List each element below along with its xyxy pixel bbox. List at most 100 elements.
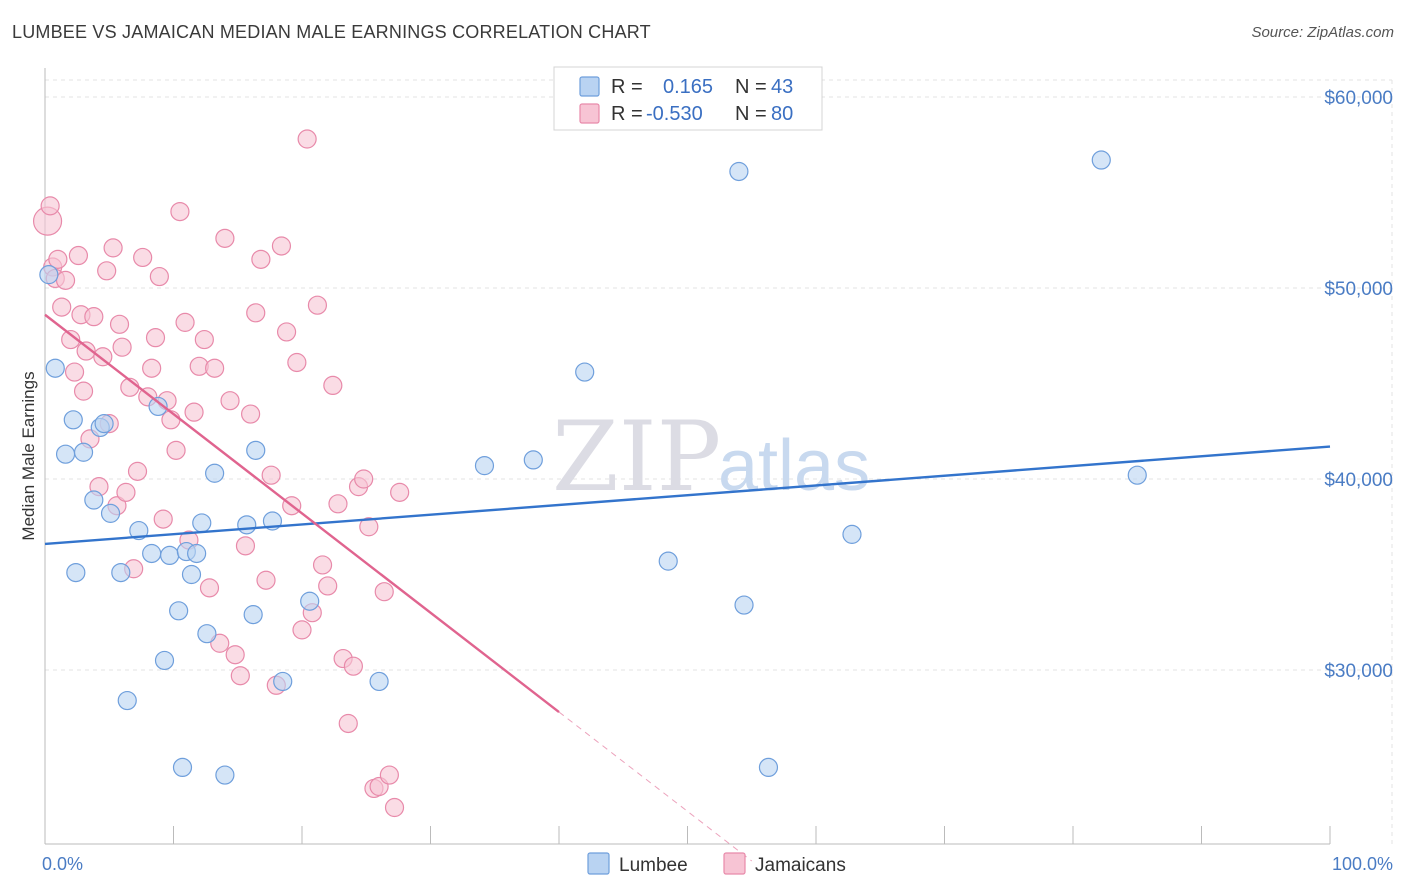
legend-swatch-lumbee: [579, 76, 600, 97]
lumbee-point-0: [39, 265, 59, 285]
lumbee-point-18: [172, 757, 193, 778]
jamaicans-point-53: [256, 570, 276, 590]
y-tick-label-2: $50,000: [1324, 279, 1393, 300]
lumbee-point-1: [45, 358, 65, 378]
jamaicans-point-36: [170, 202, 190, 222]
watermark: ZIP atlas: [552, 401, 870, 513]
y-axis-label: Median Male Earnings: [19, 371, 38, 540]
jamaicans-point-45: [215, 228, 235, 248]
jamaicans-point-56: [271, 236, 292, 256]
source-label: Source: ZipAtlas.com: [1251, 24, 1394, 41]
bottom-legend-label-lumbee: Lumbee: [619, 855, 688, 876]
jamaicans-point-48: [230, 666, 250, 686]
jamaicans-point-4: [48, 249, 68, 269]
jamaicans-point-63: [307, 295, 328, 315]
lumbee-point-38: [734, 595, 754, 615]
jamaicans-point-70: [343, 656, 363, 676]
jamaicans-point-5: [52, 297, 72, 317]
jamaicans-point-6: [55, 270, 76, 290]
jamaicans-point-41: [194, 329, 214, 350]
watermark-zip: ZIP: [552, 401, 721, 513]
jamaicans-point-49: [235, 536, 256, 556]
jamaicans-point-19: [103, 238, 123, 258]
jamaicans-point-8: [64, 362, 85, 382]
lumbee-point-12: [129, 520, 149, 541]
lumbee-points: [39, 150, 1147, 785]
y-tick-labels: $30,000 $40,000 $50,000 $60,000: [1324, 88, 1393, 682]
jamaicans-point-77: [379, 765, 399, 785]
watermark-atlas: atlas: [718, 426, 870, 506]
lumbee-trend-line: [44, 445, 1331, 546]
jamaicans-trend-extension: [558, 711, 753, 862]
lumbee-point-5: [73, 442, 94, 462]
jamaicans-point-32: [153, 509, 173, 529]
lumbee-point-41: [1091, 150, 1111, 170]
jamaicans-point-59: [287, 352, 307, 373]
legend-n-label-lumbee: N =: [735, 76, 767, 98]
lumbee-point-39: [758, 757, 779, 778]
lumbee-point-8: [94, 414, 114, 434]
lumbee-point-11: [117, 690, 137, 711]
jamaicans-point-60: [292, 620, 312, 640]
jamaicans-point-17: [97, 261, 117, 281]
legend-r-value-lumbee: 0.165: [663, 76, 713, 98]
jamaicans-point-22: [112, 337, 132, 357]
bottom-legend-swatch-lumbee: [587, 852, 610, 875]
lumbee-point-34: [523, 450, 543, 470]
lumbee-point-23: [197, 624, 217, 644]
jamaicans-point-37: [175, 312, 195, 332]
jamaicans-point-29: [142, 358, 162, 378]
jamaicans-point-78: [384, 797, 405, 818]
lumbee-point-10: [111, 562, 131, 583]
jamaicans-point-65: [318, 576, 338, 596]
lumbee-point-31: [300, 591, 320, 611]
legend-r-label-jamaicans: R =: [611, 103, 643, 125]
x-tick-label-0: 0.0%: [42, 854, 83, 874]
jamaicans-point-64: [312, 555, 333, 575]
legend-n-value-lumbee: 43: [771, 76, 793, 98]
lumbee-point-25: [215, 765, 235, 785]
lumbee-point-22: [192, 513, 212, 533]
jamaicans-point-14: [84, 307, 104, 327]
legend-r-value-jamaicans: -0.530: [646, 103, 703, 125]
legend-n-label-jamaicans: N =: [735, 103, 767, 125]
bottom-legend-label-jamaicans: Jamaicans: [755, 855, 846, 876]
chart-title: LUMBEE VS JAMAICAN MEDIAN MALE EARNINGS …: [12, 22, 651, 42]
lumbee-point-35: [575, 362, 595, 382]
lumbee-point-6: [84, 490, 104, 510]
jamaicans-point-69: [338, 713, 358, 734]
jamaicans-point-73: [359, 517, 379, 537]
lumbee-point-2: [55, 444, 76, 464]
lumbee-point-36: [658, 551, 678, 571]
jamaicans-point-51: [246, 303, 266, 323]
y-tick-label-1: $40,000: [1324, 470, 1393, 491]
series-legend: Lumbee Jamaicans: [587, 852, 846, 876]
y-tick-label-3: $60,000: [1324, 88, 1393, 109]
lumbee-point-42: [1127, 465, 1147, 485]
jamaicans-point-27: [133, 247, 153, 268]
lumbee-point-15: [154, 650, 175, 671]
jamaicans-point-72: [354, 469, 374, 489]
jamaicans-point-43: [205, 358, 225, 378]
jamaicans-point-61: [297, 129, 317, 149]
jamaicans-point-16: [93, 347, 113, 367]
bottom-legend-swatch-jamaicans: [723, 852, 746, 875]
jamaicans-point-26: [127, 461, 148, 481]
lumbee-point-33: [474, 456, 495, 476]
lumbee-point-28: [246, 440, 266, 460]
lumbee-point-20: [181, 564, 202, 585]
lumbee-point-21: [187, 543, 207, 564]
lumbee-point-13: [142, 543, 162, 564]
lumbee-point-14: [148, 396, 168, 417]
lumbee-point-30: [273, 671, 293, 692]
jamaicans-point-46: [220, 391, 240, 411]
lumbee-point-24: [205, 463, 225, 483]
lumbee-point-9: [100, 503, 121, 523]
jamaicans-point-76: [374, 582, 394, 602]
lumbee-point-27: [243, 605, 263, 625]
trend-lines: [44, 313, 1331, 862]
jamaicans-point-67: [328, 494, 348, 514]
x-tick-labels: 0.0% 100.0%: [42, 854, 1393, 874]
jamaicans-point-35: [166, 440, 186, 460]
